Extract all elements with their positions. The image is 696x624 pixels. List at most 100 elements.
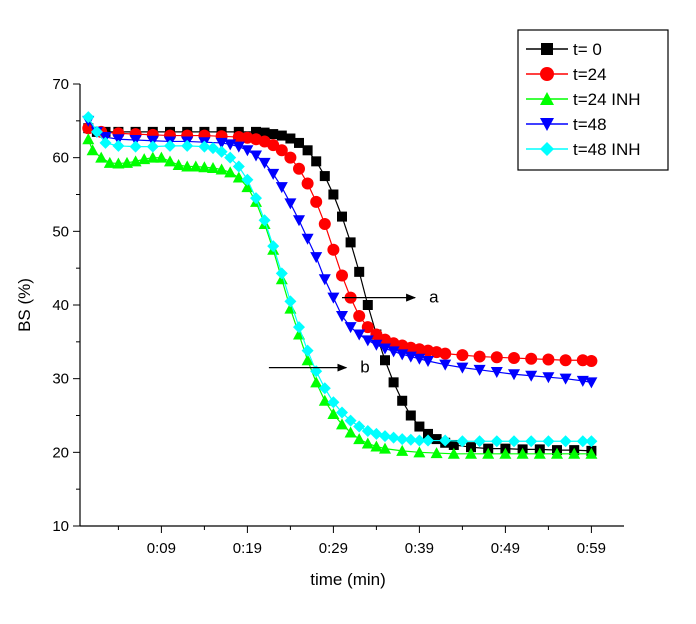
data-point: [138, 153, 151, 165]
data-point: [301, 177, 314, 190]
data-point: [318, 382, 331, 395]
x-axis-label: time (min): [310, 570, 386, 589]
data-point: [318, 274, 331, 286]
data-point: [301, 354, 314, 366]
data-point: [413, 446, 426, 458]
data-point: [302, 145, 313, 156]
data-point: [293, 215, 305, 227]
data-point: [439, 347, 452, 360]
x-tick-label: 0:29: [319, 540, 348, 557]
data-point: [585, 377, 598, 389]
data-point: [585, 354, 598, 367]
data-point: [422, 434, 434, 447]
data-point: [294, 137, 304, 148]
data-point: [224, 166, 237, 178]
data-point: [275, 182, 288, 194]
data-point: [370, 328, 383, 341]
legend-item: t=24 INH: [526, 90, 641, 109]
data-point: [224, 151, 237, 164]
legend-label: t=24: [573, 65, 607, 84]
data-point: [181, 160, 194, 172]
y-tick-label: 30: [52, 371, 69, 388]
data-point: [404, 433, 417, 446]
y-tick-label: 70: [52, 76, 69, 93]
legend-item: t=48: [526, 115, 607, 134]
data-point: [311, 156, 322, 167]
legend: t= 0 t=24 t=24 INH t=48 t=48 INH: [517, 29, 669, 171]
data-point: [232, 141, 245, 153]
data-point: [99, 136, 112, 149]
data-point: [353, 329, 366, 341]
data-point: [112, 139, 125, 152]
data-point: [380, 355, 390, 366]
data-point: [310, 195, 323, 208]
data-point: [112, 157, 125, 169]
data-point: [490, 367, 503, 379]
data-point: [413, 434, 426, 447]
data-point: [336, 406, 348, 419]
data-point: [387, 346, 400, 358]
data-point: [250, 150, 262, 162]
data-point: [499, 447, 512, 459]
data-point: [258, 157, 271, 169]
data-point: [559, 435, 572, 448]
annotation-label: b: [360, 358, 369, 377]
x-tick-label: 0:59: [577, 540, 606, 557]
legend-label: t=48: [573, 115, 607, 134]
data-point: [585, 447, 598, 459]
data-point: [414, 421, 425, 432]
data-point: [388, 377, 399, 388]
series-line: [88, 127, 592, 452]
data-point: [275, 144, 288, 157]
data-point: [232, 160, 245, 173]
data-point: [327, 408, 340, 420]
y-axis-label: BS (%): [15, 278, 34, 332]
data-point: [379, 343, 391, 355]
data-point: [379, 442, 391, 454]
data-point: [251, 126, 261, 137]
data-point: [129, 134, 142, 146]
data-point: [542, 353, 555, 366]
data-point: [516, 447, 529, 459]
data-point: [585, 435, 598, 448]
data-point: [189, 160, 202, 172]
data-point: [215, 137, 228, 149]
data-point: [353, 310, 366, 323]
data-point: [112, 134, 125, 146]
data-point: [90, 125, 103, 138]
x-tick-label: 0:49: [491, 540, 520, 557]
data-point: [344, 322, 357, 334]
data-point: [396, 433, 409, 446]
data-point: [121, 156, 133, 168]
legend-label: t=48 INH: [573, 140, 641, 159]
data-point: [576, 435, 589, 448]
data-point: [310, 365, 323, 378]
data-point: [345, 237, 356, 248]
data-point: [353, 433, 366, 445]
data-point: [568, 447, 581, 459]
data-point: [431, 434, 442, 445]
data-point: [370, 339, 383, 351]
data-point: [267, 168, 280, 180]
series-line: [88, 127, 592, 362]
data-point: [86, 144, 99, 156]
data-point: [465, 447, 477, 459]
x-tick-label: 0:19: [233, 540, 262, 557]
data-point: [354, 266, 365, 277]
data-point: [215, 145, 228, 158]
data-point: [82, 111, 95, 124]
data-point: [82, 133, 95, 145]
data-point: [361, 437, 374, 449]
legend-marker: [541, 43, 553, 55]
data-point: [336, 269, 348, 282]
data-point: [129, 140, 142, 153]
x-tick-label: 0:39: [405, 540, 434, 557]
data-point: [361, 335, 374, 347]
data-point: [396, 444, 409, 456]
y-tick-label: 50: [52, 223, 69, 240]
annotations-layer: ab: [268, 288, 439, 377]
data-point: [337, 211, 347, 222]
data-point: [448, 439, 459, 450]
data-point: [439, 359, 452, 371]
